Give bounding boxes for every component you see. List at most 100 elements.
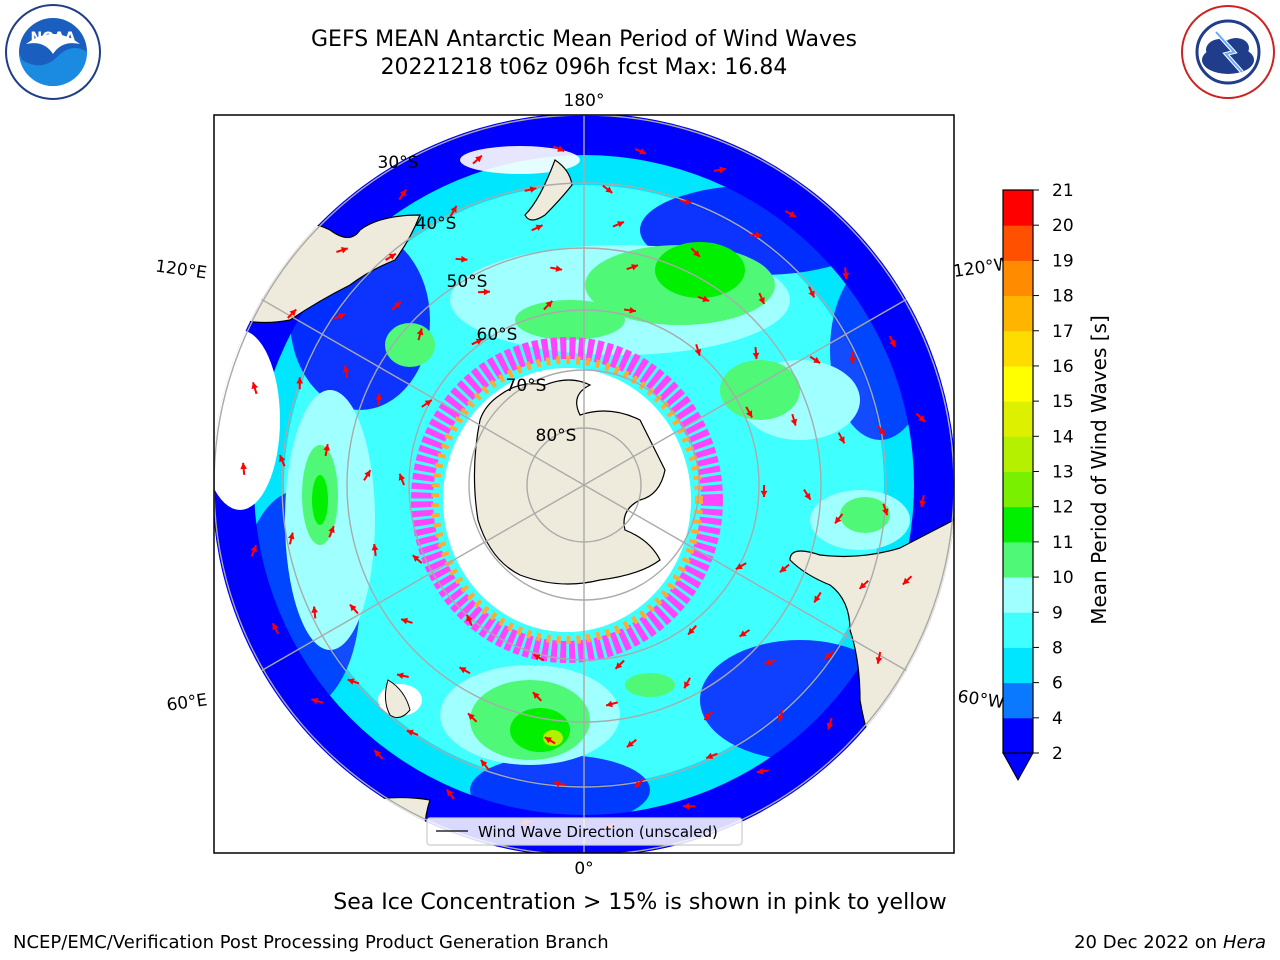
wave-arrow-head — [706, 752, 714, 759]
wave-arrow-head — [311, 606, 318, 613]
colorbar-tick-label: 16 — [1052, 357, 1074, 377]
wave-arrow-head — [764, 658, 772, 666]
colorbar-swatch — [1003, 436, 1033, 472]
wave-arrow-head — [529, 186, 537, 193]
band-10-11 — [655, 242, 745, 298]
wave-arrow-head — [606, 700, 613, 708]
wave-arrow-head — [758, 297, 765, 304]
wave-arrow-head — [790, 418, 798, 426]
colorbar-tick-label: 13 — [1052, 463, 1074, 483]
colorbar-tick-label: 21 — [1052, 181, 1074, 201]
wave-arrow-head — [756, 768, 764, 775]
noaa-logo-text: NOAA — [31, 30, 76, 46]
wave-arrow-head — [835, 516, 842, 524]
lon-label-60e: 60°E — [165, 690, 208, 715]
wave-arrow-head — [553, 780, 560, 787]
lon-label-180: 180° — [564, 91, 605, 111]
lon-label-60w: 60°W — [956, 687, 1005, 713]
wave-arrow-head — [466, 614, 473, 622]
wave-arrow-head — [617, 221, 624, 228]
colorbar-tick-label: 19 — [1052, 251, 1074, 271]
wave-arrow-head — [374, 750, 381, 757]
wave-arrow-head — [634, 780, 642, 788]
colorbar-swatch — [1003, 225, 1033, 261]
colorbar-label: Mean Period of Wind Waves [s] — [1087, 315, 1111, 625]
footer-credit: NCEP/EMC/Verification Post Processing Pr… — [13, 932, 609, 953]
wave-arrow-head — [446, 789, 454, 797]
lat-label-60s: 60°S — [477, 325, 518, 345]
wave-arrow-head — [328, 526, 335, 534]
band-9-10 — [515, 300, 625, 340]
wave-arrow-head — [272, 623, 279, 631]
wave-arrow-head — [416, 328, 424, 336]
wave-arrow-head — [349, 604, 357, 612]
colorbar-tick-label: 10 — [1052, 568, 1074, 588]
meridian-60w — [583, 484, 954, 699]
lon-label-0: 0° — [574, 859, 593, 879]
colorbar-tick-label: 14 — [1052, 427, 1074, 447]
wave-arrow-head — [533, 654, 541, 661]
wave-arrow-head — [889, 339, 896, 347]
wave-arrow-head — [615, 662, 623, 669]
wave-arrow-head — [719, 166, 726, 174]
colorbar-tick-label: 11 — [1052, 533, 1074, 553]
lat-label-30s: 30°S — [378, 153, 419, 173]
colorbar-swatch — [1003, 612, 1033, 648]
wind-wave-arrows — [240, 145, 926, 831]
colorbar-tick-label: 18 — [1052, 287, 1074, 307]
wave-arrow-head — [878, 428, 885, 436]
wave-arrow-head — [371, 544, 379, 551]
wave-arrow-head — [394, 301, 401, 309]
wave-arrow-head — [808, 290, 815, 298]
chart-title: GEFS MEAN Antarctic Mean Period of Wind … — [311, 27, 857, 52]
band-9-10 — [840, 497, 890, 533]
meridian-120e — [214, 271, 585, 486]
wave-arrow-head — [406, 729, 414, 736]
wave-arrow-head — [388, 253, 396, 260]
wave-arrow-head — [919, 500, 926, 507]
wave-arrow-head — [789, 211, 796, 217]
colorbar-tick-label: 15 — [1052, 392, 1074, 412]
wave-arrow-head — [397, 672, 404, 679]
wave-arrow-head — [342, 365, 350, 373]
wave-arrow-head — [279, 455, 286, 463]
wave-arrow-head — [702, 295, 710, 302]
wave-arrow-head — [704, 713, 711, 720]
colorbar-swatch — [1003, 295, 1033, 332]
wave-arrow-head — [375, 393, 383, 400]
colorbar-swatch — [1003, 647, 1033, 684]
colorbar-tick-label: 8 — [1052, 638, 1063, 658]
antarctica — [473, 379, 666, 585]
wave-arrow-head — [468, 713, 475, 721]
wave-arrow-head — [882, 508, 889, 516]
wave-arrow-head — [555, 265, 563, 272]
arrow-legend: Wind Wave Direction (unscaled) — [426, 817, 743, 846]
colorbar-swatch — [1003, 541, 1033, 578]
wave-arrow-head — [340, 247, 348, 254]
wave-arrow-head — [461, 255, 468, 263]
colorbar-tick-label: 20 — [1052, 216, 1074, 236]
colorbar-tick-label: 2 — [1052, 744, 1063, 764]
wave-arrow-head — [544, 737, 552, 744]
wave-arrow-head — [401, 617, 408, 625]
wave-arrow-head — [826, 722, 834, 730]
colorbar-swatch — [1003, 506, 1033, 543]
wave-arrow-head — [364, 470, 371, 478]
wave-arrow-head — [338, 313, 345, 320]
blue-patch — [700, 640, 900, 760]
colorbar-tick-label: 4 — [1052, 709, 1063, 729]
wave-arrow-head — [545, 300, 553, 308]
madagascar — [384, 679, 411, 719]
nws-logo — [1181, 5, 1275, 99]
wave-arrow-head — [251, 382, 258, 390]
wave-arrow-head — [739, 630, 747, 637]
wave-arrow-head — [629, 307, 636, 314]
wave-arrow-head — [902, 577, 910, 585]
wave-arrow-head — [779, 565, 787, 573]
colorbar-tick-label: 6 — [1052, 674, 1063, 694]
wave-arrow-head — [824, 652, 832, 659]
colorbar-swatch — [1003, 471, 1033, 508]
meridian-60e — [214, 484, 585, 699]
map-content — [214, 115, 954, 853]
wave-arrow-head — [289, 309, 297, 317]
